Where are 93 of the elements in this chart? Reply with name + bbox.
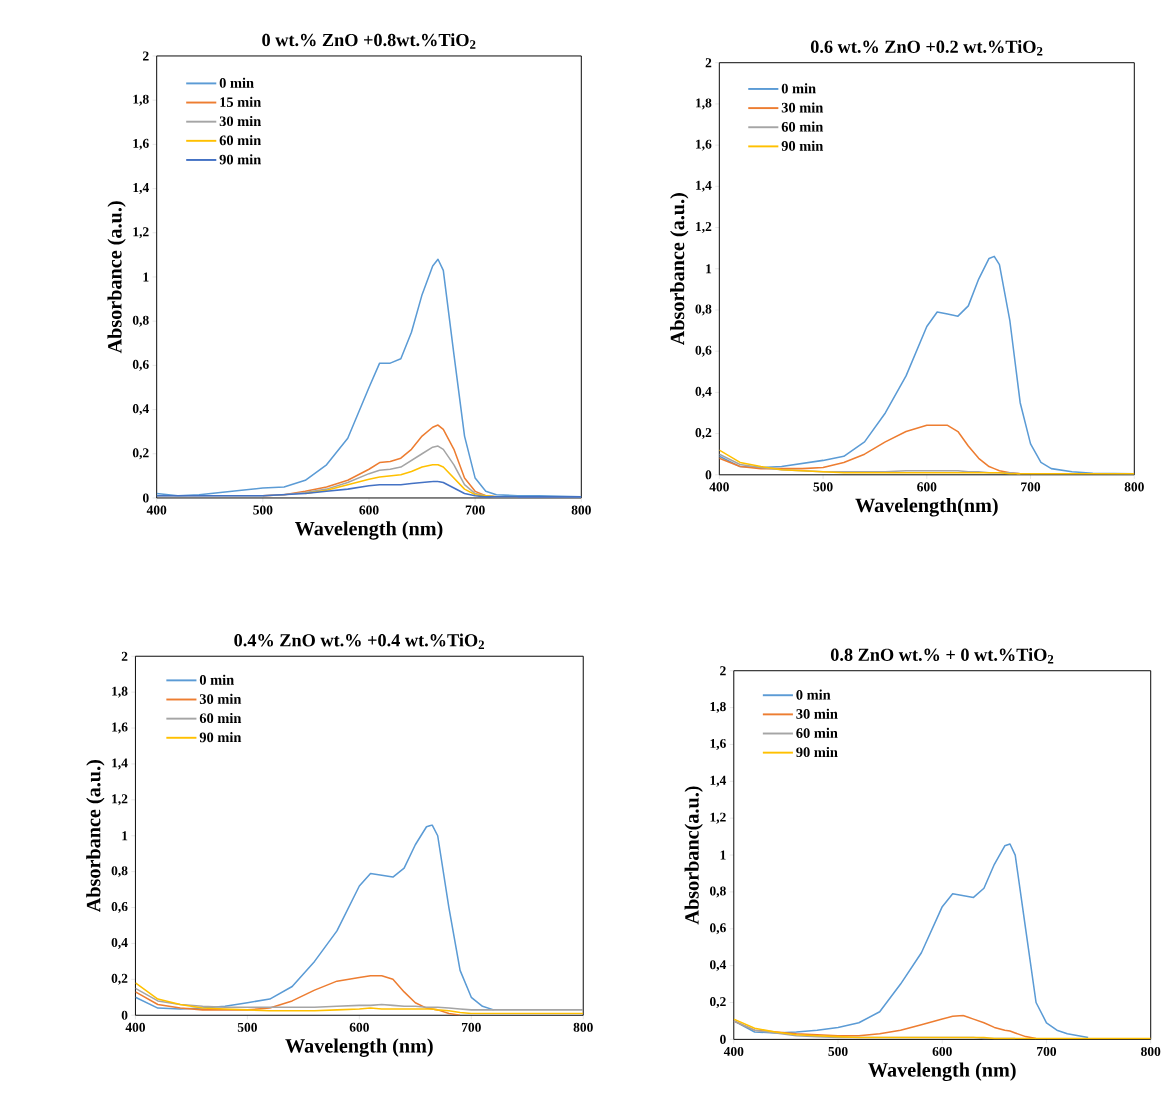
y-tick-label: 2 (143, 51, 149, 61)
y-tick-label: 0,8 (709, 886, 726, 898)
legend-label: 60 min (781, 121, 824, 132)
chart-title: 0.6 wt.% ZnO +0.2 wt.%TiO$_{2}$ (810, 40, 1043, 56)
legend-label: 0 min (781, 83, 816, 94)
y-tick-label: 1,6 (710, 738, 726, 750)
y-tick-label: 0,2 (695, 428, 712, 440)
y-tick-label: 1 (706, 264, 712, 274)
y-tick-label: 2 (705, 58, 712, 68)
legend-label: 30 min (796, 708, 838, 719)
x-tick-label: 700 (1037, 1046, 1057, 1056)
legend-label: 90 min (219, 154, 262, 165)
x-tick-label: 800 (573, 1022, 593, 1032)
y-tick-label: 2 (121, 651, 128, 661)
y-tick-label: 0 (142, 493, 149, 503)
y-tick-label: 1 (143, 272, 149, 282)
x-tick-label: 700 (465, 505, 485, 515)
legend-label: 30 min (781, 102, 824, 113)
legend-label: 15 min (220, 96, 262, 107)
y-tick-label: 0,4 (709, 960, 727, 972)
y-tick-label: 1,6 (112, 722, 128, 734)
y-tick-label: 0 (121, 1010, 128, 1020)
x-tick-label: 800 (1124, 482, 1144, 492)
x-tick-label: 800 (1141, 1046, 1161, 1056)
y-tick-label: 0,6 (709, 923, 726, 935)
x-tick-label: 400 (125, 1022, 146, 1032)
y-tick-label: 0,6 (132, 359, 149, 371)
chart-title: 0 wt.% ZnO +0.8wt.%TiO$_{2}$ (262, 33, 476, 49)
x-axis-title: Wavelength (nm) (294, 521, 443, 540)
y-tick-label: 1,2 (112, 794, 128, 806)
y-tick-label: 0,8 (111, 866, 128, 878)
y-tick-label: 0,6 (695, 345, 712, 357)
x-axis-title: Wavelength(nm) (855, 497, 998, 517)
legend-label: 30 min (199, 693, 242, 704)
x-tick-label: 500 (253, 505, 273, 515)
y-axis-title: Absorbance (a.u.) (670, 193, 689, 346)
y-tick-label: 1,4 (112, 758, 128, 770)
y-tick-label: 0,2 (709, 996, 726, 1008)
y-tick-label: 1,8 (710, 702, 726, 714)
y-tick-label: 0 (705, 470, 712, 480)
y-tick-label: 2 (720, 666, 726, 676)
y-tick-label: 1,6 (133, 138, 149, 150)
y-tick-label: 0 (720, 1034, 726, 1044)
y-tick-label: 0,2 (132, 448, 149, 460)
legend-label: 60 min (219, 135, 262, 146)
x-axis-title: Wavelength (nm) (868, 1062, 1016, 1081)
y-tick-label: 1,8 (112, 686, 128, 698)
legend-label: 0 min (219, 77, 254, 88)
y-tick-label: 0,6 (111, 901, 128, 914)
legend-label: 60 min (199, 712, 242, 724)
y-axis-title: Absorbance (a.u.) (107, 201, 126, 354)
y-tick-label: 1,4 (710, 775, 727, 787)
x-tick-label: 700 (461, 1022, 481, 1032)
legend-label: 0 min (199, 674, 234, 685)
x-tick-label: 700 (1021, 482, 1041, 492)
legend-label: 90 min (796, 746, 838, 758)
x-tick-label: 600 (349, 1022, 369, 1032)
x-tick-label: 600 (932, 1046, 952, 1056)
x-tick-label: 500 (237, 1022, 257, 1032)
x-tick-label: 500 (828, 1046, 848, 1056)
y-axis-title: Absorbanc(a.u.) (684, 786, 703, 925)
y-tick-label: 0,4 (132, 404, 149, 416)
x-tick-label: 800 (571, 505, 591, 515)
legend-label: 30 min (219, 115, 262, 127)
y-tick-label: 0,4 (111, 937, 128, 949)
y-tick-label: 1,8 (133, 94, 149, 106)
y-tick-label: 1,2 (133, 227, 149, 239)
y-tick-label: 1,4 (696, 180, 712, 192)
chart-title: 0.8 ZnO wt.% + 0 wt.%TiO$_{2}$ (830, 648, 1054, 664)
y-tick-label: 1 (720, 850, 726, 860)
legend-label: 0 min (796, 689, 831, 700)
chart-title: 0.4% ZnO wt.% +0.4 wt.%TiO$_{2}$ (234, 633, 485, 649)
y-tick-label: 0,8 (132, 315, 149, 327)
y-tick-label: 1,4 (133, 183, 149, 194)
legend-label: 60 min (796, 727, 838, 738)
x-tick-label: 600 (359, 505, 379, 515)
x-tick-label: 400 (709, 482, 729, 492)
y-tick-label: 1,2 (710, 812, 726, 824)
y-tick-label: 0,8 (695, 304, 712, 316)
x-axis-title: Wavelength (nm) (285, 1038, 433, 1057)
y-tick-label: 1,8 (696, 98, 712, 110)
x-tick-label: 500 (813, 482, 833, 492)
x-tick-label: 400 (146, 505, 167, 515)
y-tick-label: 1,6 (696, 139, 712, 151)
y-tick-label: 1 (122, 831, 128, 841)
x-tick-label: 400 (723, 1046, 744, 1056)
y-tick-label: 0,4 (695, 386, 712, 398)
legend-label: 90 min (781, 140, 824, 151)
y-axis-title: Absorbance (a.u.) (86, 760, 105, 913)
x-tick-label: 600 (917, 482, 937, 492)
y-tick-label: 1,2 (696, 222, 712, 233)
y-tick-label: 0,2 (111, 973, 128, 985)
legend-label: 90 min (199, 732, 242, 743)
